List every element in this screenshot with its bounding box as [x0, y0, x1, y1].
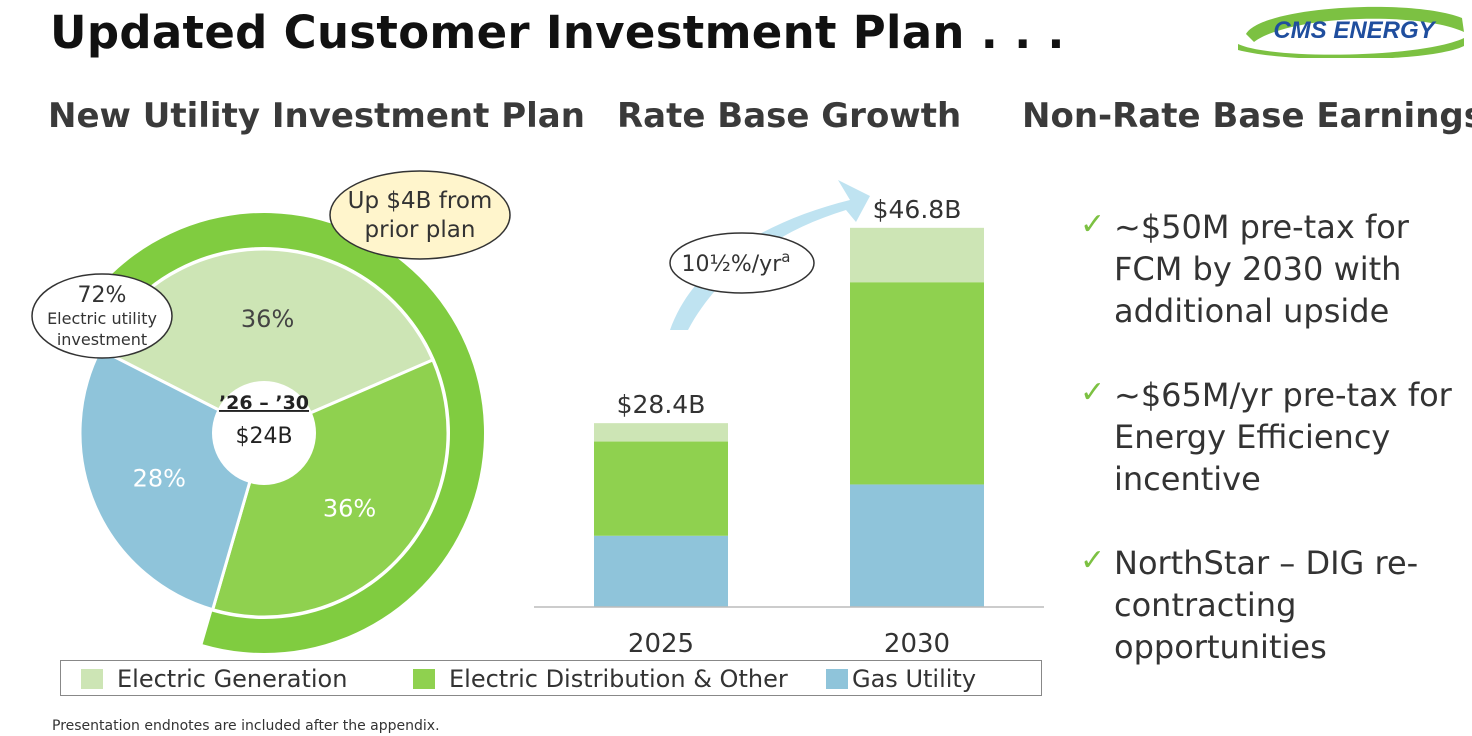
growth-rate-text: 10½%/yra [682, 248, 791, 277]
bar-total-2025: $28.4B [617, 390, 706, 419]
electric-share-callout [31, 273, 173, 359]
legend-swatch-generation [81, 669, 103, 689]
x-tick-2025: 2025 [628, 629, 694, 659]
pie-label-gas: 28% [133, 464, 186, 492]
legend-label-generation: Electric Generation [117, 665, 348, 693]
electric-share-percent: 72% [78, 283, 127, 308]
logo-text: CMS ENERGY [1273, 17, 1436, 44]
legend-label-gas: Gas Utility [852, 665, 977, 693]
growth-rate-callout [669, 232, 815, 294]
legend-item-distribution: Electric Distribution & Other [413, 661, 788, 697]
bar-2030-generation [850, 227, 984, 283]
page-title: Updated Customer Investment Plan . . . [50, 6, 1065, 59]
checkmark-icon: ✓ [1080, 375, 1106, 410]
bar-2030-gas [850, 484, 984, 607]
pie-center-period: ’26 – ’30 [219, 392, 309, 414]
bar-x-tick-labels: 2025 2030 [628, 629, 950, 659]
prior-plan-callout-line1: Up $4B from [348, 188, 493, 214]
bar-2025-gas [594, 535, 728, 607]
bullet-northstar: ✓ NorthStar – DIG re-contracting opportun… [1080, 542, 1460, 668]
bullet-fcm: ✓ ~$50M pre-tax for FCM by 2030 with addi… [1080, 206, 1460, 332]
bullet-text-fcm: ~$50M pre-tax for FCM by 2030 with addit… [1114, 208, 1409, 330]
ratebase-section-title: Rate Base Growth [617, 96, 962, 136]
x-tick-2030: 2030 [884, 629, 950, 659]
checkmark-icon: ✓ [1080, 543, 1106, 578]
pie-labels: 36% 36% 28% [133, 305, 377, 522]
investment-section-title: New Utility Investment Plan [48, 96, 585, 136]
nonrate-bullet-list: ✓ ~$50M pre-tax for FCM by 2030 with addi… [1080, 206, 1460, 710]
legend-swatch-gas [826, 669, 848, 689]
legend-item-gas: Gas Utility [826, 661, 976, 697]
electric-share-label-line2: investment [57, 330, 147, 349]
bullet-energy-efficiency: ✓ ~$65M/yr pre-tax for Energy Efficiency … [1080, 374, 1460, 500]
investment-pie-chart: 36% 36% 28% ’26 – ’30 $24B Up $4B from pri… [31, 170, 511, 653]
rate-base-bar-chart: 10½%/yra $28.4B $46.8B 2025 2030 [534, 180, 1044, 659]
bar-2025-generation [594, 423, 728, 442]
bullet-text-northstar: NorthStar – DIG re-contracting opportuni… [1114, 544, 1419, 666]
pie-slices [78, 247, 450, 619]
logo-swoosh-top [1246, 6, 1464, 42]
nonrate-section-title: Non-Rate Base Earningsb [1022, 96, 1472, 136]
bullet-text-energy-efficiency: ~$65M/yr pre-tax for Energy Efficiency i… [1114, 376, 1452, 498]
checkmark-icon: ✓ [1080, 207, 1106, 242]
growth-arrow [670, 180, 870, 330]
growth-rate-sup: a [781, 248, 790, 266]
footnote: Presentation endnotes are included after… [52, 718, 440, 734]
bar-total-2030: $46.8B [873, 195, 962, 224]
bar-segments [594, 227, 984, 607]
pie-center-hole [212, 381, 316, 485]
pie-center-total: $24B [235, 424, 292, 449]
bar-2030-distribution [850, 282, 984, 485]
nonrate-title-text: Non-Rate Base Earnings [1022, 96, 1472, 136]
legend-item-generation: Electric Generation [81, 661, 347, 697]
prior-plan-callout [329, 170, 511, 260]
cms-energy-logo: CMS ENERGY [1238, 6, 1464, 58]
pie-label-generation: 36% [241, 305, 294, 333]
chart-legend: Electric Generation Electric Distributio… [60, 660, 1042, 696]
legend-swatch-distribution [413, 669, 435, 689]
legend-label-distribution: Electric Distribution & Other [449, 665, 788, 693]
pie-label-distribution: 36% [323, 494, 376, 522]
growth-rate-main: 10½%/yr [682, 252, 783, 277]
electric-share-label-line1: Electric utility [47, 309, 157, 328]
pie-slice-distribution [210, 357, 450, 619]
prior-plan-callout-line2: prior plan [365, 217, 476, 243]
bar-total-labels: $28.4B $46.8B [617, 195, 962, 419]
bar-2025-distribution [594, 441, 728, 536]
logo-swoosh-bottom [1238, 38, 1464, 58]
